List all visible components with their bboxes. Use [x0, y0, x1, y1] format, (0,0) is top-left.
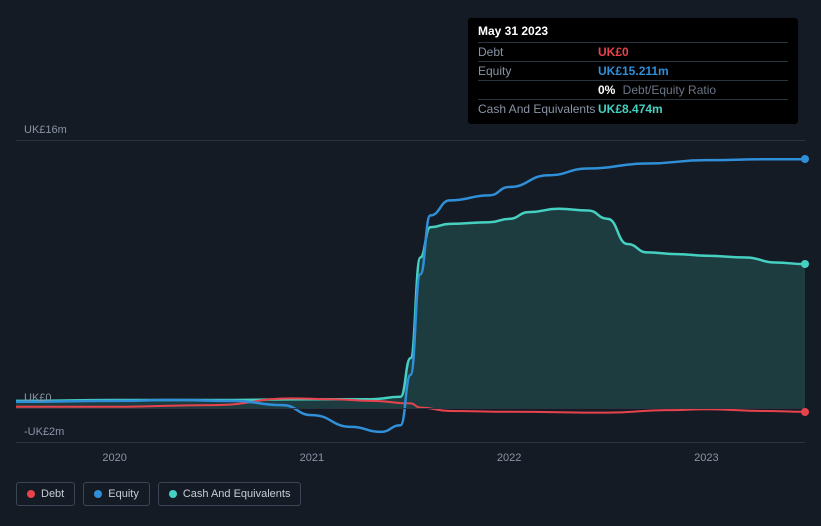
series-end-dot — [801, 155, 809, 163]
chart-area: UK£16m UK£0 -UK£2m 2020 2021 2022 2023 — [16, 0, 805, 470]
x-axis-label: 2022 — [497, 452, 521, 464]
gridline — [16, 140, 805, 141]
gridline — [16, 442, 805, 443]
x-axis-label: 2023 — [694, 452, 718, 464]
series-end-dot — [801, 260, 809, 268]
x-axis-label: 2021 — [300, 452, 324, 464]
legend-item[interactable]: Equity — [83, 482, 150, 506]
y-axis-label: UK£0 — [24, 392, 52, 404]
legend-label: Equity — [108, 488, 139, 500]
y-axis-label: UK£16m — [24, 124, 67, 136]
legend-item[interactable]: Cash And Equivalents — [158, 482, 302, 506]
series-end-dot — [801, 408, 809, 416]
series-fill — [16, 209, 805, 409]
chart-svg — [16, 0, 805, 470]
legend-label: Debt — [41, 488, 64, 500]
legend-dot-icon — [27, 490, 35, 498]
legend-item[interactable]: Debt — [16, 482, 75, 506]
legend-dot-icon — [169, 490, 177, 498]
legend-label: Cash And Equivalents — [183, 488, 291, 500]
x-axis-label: 2020 — [102, 452, 126, 464]
legend: Debt Equity Cash And Equivalents — [16, 482, 301, 506]
gridline — [16, 408, 805, 409]
y-axis-label: -UK£2m — [24, 426, 64, 438]
legend-dot-icon — [94, 490, 102, 498]
